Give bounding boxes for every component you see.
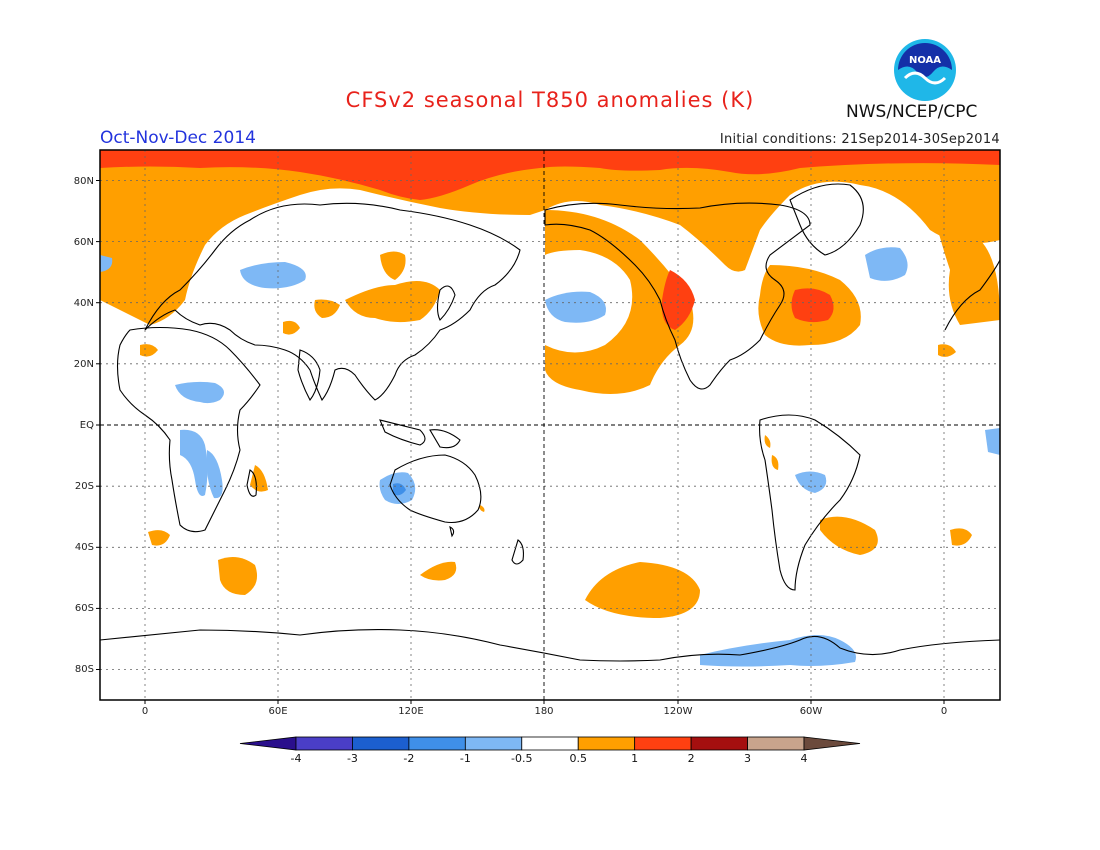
colorbar-label: -1	[460, 752, 471, 765]
colorbar-segment	[408, 736, 466, 751]
lat-label: 60N	[74, 237, 94, 248]
colorbar-segment	[803, 736, 861, 751]
anomaly-antarctic-cold	[700, 635, 856, 667]
noaa-logo-icon: NOAA	[894, 39, 956, 101]
lat-label: 80S	[75, 664, 94, 675]
anomaly-south-pacific	[585, 562, 700, 618]
anomaly-siberia-warm	[380, 251, 406, 280]
anomaly-pacific-cold	[545, 291, 606, 323]
colorbar-label: -3	[347, 752, 358, 765]
lat-label: 20S	[75, 481, 94, 492]
map-title: CFSv2 seasonal T850 anomalies (K)	[345, 88, 755, 112]
colorbar-segment	[464, 736, 523, 751]
lat-ticks	[96, 180, 100, 670]
anomaly-africa-cold	[175, 381, 224, 404]
anomaly-north-atlantic-hot	[791, 288, 834, 323]
lon-label: 120W	[664, 706, 693, 717]
colorbar-label: -0.5	[511, 752, 532, 765]
lat-label: 40S	[75, 542, 94, 553]
lon-label: 120E	[398, 706, 423, 717]
lat-label: 80N	[74, 176, 94, 187]
colorbar-segment	[352, 736, 410, 751]
anomaly-arctic-hot	[100, 150, 1000, 200]
colorbar-label: 3	[744, 752, 751, 765]
colorbar-segment	[634, 736, 692, 751]
lon-label: 180	[534, 706, 553, 717]
colorbar-label: 2	[688, 752, 695, 765]
initial-conditions-label: Initial conditions: 21Sep2014-30Sep2014	[719, 132, 1000, 147]
anomaly-europe-east-edge	[930, 200, 1000, 325]
lon-axis-labels: 0 60E 120E 180 120W 60W 0	[142, 706, 947, 717]
anomaly-north-pacific	[545, 210, 694, 394]
colorbar-segment	[747, 736, 805, 751]
noaa-logo-text: NOAA	[909, 55, 941, 66]
colorbar-segment	[295, 736, 353, 751]
map-reference-lines	[100, 150, 1000, 700]
lon-label: 60E	[268, 706, 287, 717]
lat-label: 40N	[74, 298, 94, 309]
lon-label: 0	[142, 706, 148, 717]
colorbar-label: 0.5	[569, 752, 587, 765]
anomaly-field	[100, 150, 1000, 700]
lon-label: 60W	[800, 706, 823, 717]
map-gridlines	[100, 150, 1000, 700]
colorbar-label: -2	[403, 752, 414, 765]
lat-axis-labels: 80N 60N 40N 20N EQ 20S 40S 60S 80S	[74, 176, 94, 675]
colorbar-segment	[521, 736, 579, 751]
colorbar-segment	[577, 736, 636, 751]
lon-ticks	[144, 700, 945, 704]
anomaly-eurasia-cold	[240, 262, 306, 289]
season-label: Oct-Nov-Dec 2014	[100, 128, 256, 148]
colorbar-segment	[239, 736, 297, 751]
colorbar-label: -4	[291, 752, 302, 765]
anomaly-asia-warm	[345, 281, 440, 323]
lat-label: EQ	[80, 420, 94, 431]
colorbar: -4 -3 -2 -1 -0.5 0.5 1 2 3 4	[239, 736, 861, 765]
lat-label: 60S	[75, 603, 94, 614]
coastlines	[100, 183, 1000, 662]
anomaly-arctic-warm	[100, 150, 1000, 325]
lat-label: 20N	[74, 359, 94, 370]
colorbar-segment	[690, 736, 748, 751]
agency-label: NWS/NCEP/CPC	[846, 102, 978, 122]
lon-label: 0	[941, 706, 947, 717]
colorbar-label: 4	[801, 752, 808, 765]
colorbar-label: 1	[631, 752, 638, 765]
